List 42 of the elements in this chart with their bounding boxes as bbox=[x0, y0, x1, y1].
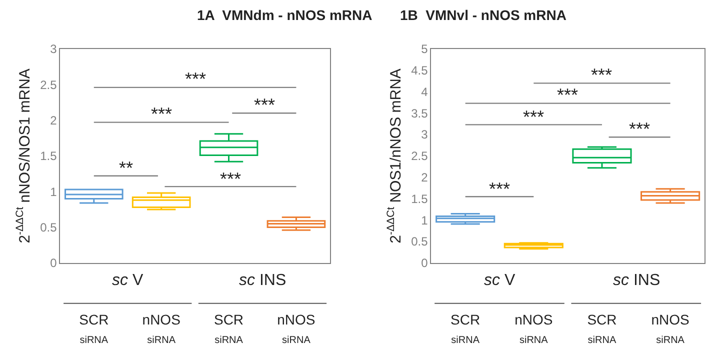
y-tick-label: 0.5 bbox=[40, 220, 58, 234]
y-tick-label: 3 bbox=[50, 42, 58, 56]
y-tick-label: 2 bbox=[50, 113, 58, 128]
x-tick-label: nNOS siRNA bbox=[514, 312, 553, 346]
text: sc INS bbox=[239, 272, 286, 289]
y-tick-label: 2.5 bbox=[40, 78, 58, 92]
x-tick-label: nNOS siRNA bbox=[651, 312, 690, 346]
chart-title: 1A VMNdm - nNOS mRNA bbox=[197, 7, 372, 23]
y-tick-label: 3 bbox=[421, 128, 428, 142]
y-tick-label: 0 bbox=[421, 256, 428, 270]
annotation: *** bbox=[151, 104, 172, 124]
annotation: *** bbox=[489, 179, 510, 199]
y-tick-label: 1.5 bbox=[40, 149, 58, 164]
y-tick-label: 2 bbox=[421, 170, 428, 185]
y-tick-label: 0.5 bbox=[411, 234, 428, 249]
annotation: *** bbox=[185, 69, 206, 89]
y-tick-label: 1.5 bbox=[411, 192, 428, 206]
text: sc V bbox=[112, 272, 144, 289]
text: sc V bbox=[484, 272, 516, 289]
annotation: *** bbox=[591, 65, 612, 85]
x-tick-label: SCR siRNA bbox=[450, 312, 480, 346]
x-tick-label: SCR siRNA bbox=[214, 312, 244, 346]
x-tick-label: SCR siRNA bbox=[79, 312, 109, 346]
annotation: *** bbox=[220, 169, 242, 189]
x-tick-label: nNOS siRNA bbox=[277, 312, 316, 346]
annotation: *** bbox=[523, 107, 544, 127]
y-tick-label: 4.5 bbox=[411, 64, 428, 78]
y-tick-label: 4 bbox=[421, 84, 428, 99]
annotation: *** bbox=[254, 95, 276, 115]
annotation: *** bbox=[629, 119, 650, 139]
annotation: *** bbox=[557, 85, 578, 105]
x-tick-label: nNOS siRNA bbox=[142, 312, 180, 346]
y-tick-label: 3.5 bbox=[411, 106, 428, 120]
y-tick-label: 1 bbox=[50, 184, 58, 199]
y-tick-label: 5 bbox=[421, 42, 428, 56]
y-tick-label: 0 bbox=[50, 256, 58, 270]
x-tick-label: SCR siRNA bbox=[587, 312, 617, 346]
y-tick-label: 1 bbox=[421, 213, 428, 228]
y-tick-label: 2.5 bbox=[411, 149, 428, 164]
text: sc INS bbox=[613, 272, 660, 289]
annotation: ** bbox=[119, 158, 134, 178]
chart-title: 1B VMNvl - nNOS mRNA bbox=[400, 7, 566, 23]
